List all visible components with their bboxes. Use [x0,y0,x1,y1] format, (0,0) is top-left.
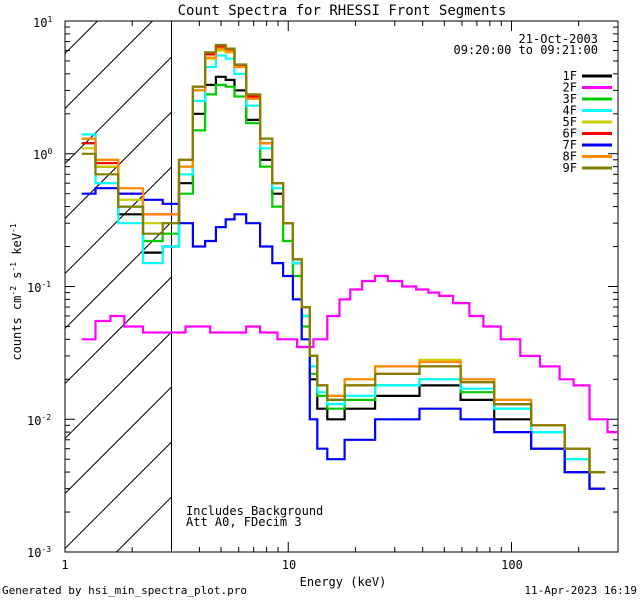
hatch-line [64,441,172,549]
annotation-attenuator: Att A0, FDecim 3 [186,515,302,529]
series-line-9F [81,43,606,474]
y-tick-label-1e-1: 10-1 [27,280,51,295]
legend-label-2F: 2F [563,81,577,95]
legend-label-8F: 8F [563,150,577,164]
legend-label-4F: 4F [563,104,577,118]
hatch-line [64,331,172,439]
hatch-line [64,56,172,164]
hatch-line [116,496,172,553]
y-tick-labels: 101 100 10-1 10-2 10-3 [27,15,52,560]
hatch-line [64,20,153,109]
x-tick-label-100: 100 [501,558,523,572]
annotation-background: Includes Background [186,504,323,518]
hatch-line [64,276,172,384]
x-axis-label: Energy (keV) [300,575,387,589]
legend-label-5F: 5F [563,115,577,129]
y-tick-label-1e0: 100 [33,147,52,162]
series-line-2F [81,274,618,434]
legend-label-1F: 1F [563,69,577,83]
plot-frame [64,20,619,553]
footer-timestamp: 11-Apr-2023 16:19 [524,584,637,597]
x-tick-label-1: 1 [61,558,68,572]
excluded-energy-region [64,20,172,553]
series-line-1F [81,75,606,490]
series-line-3F [81,83,606,474]
hatch-line [64,221,172,329]
legend-label-6F: 6F [563,127,577,141]
y-tick-label-1e-3: 10-3 [27,545,51,560]
hatch-line [64,20,98,54]
legend-label-3F: 3F [563,92,577,106]
y-tick-label-1e1: 101 [33,15,52,30]
y-axis-label: counts cm-2 s-1 keV-1 [9,223,24,360]
chart-title: Count Spectra for RHESSI Front Segments [178,3,507,19]
footer-generated-by: Generated by hsi_min_spectra_plot.pro [2,584,247,597]
legend-label-9F: 9F [563,161,577,175]
series-lines [81,43,618,490]
x-tick-label-10: 10 [282,558,296,572]
time-range-label: 09:20:00 to 09:21:00 [454,43,599,57]
y-tick-label-1e-2: 10-2 [27,413,51,428]
axis-ticks [64,20,619,553]
hatch-line [64,386,172,494]
date-label: 21-Oct-2003 [519,32,598,46]
legend-label-7F: 7F [563,138,577,152]
